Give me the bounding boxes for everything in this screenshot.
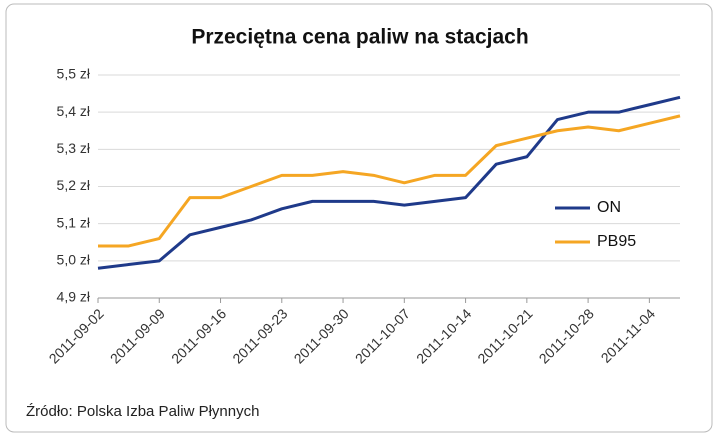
y-tick-label: 5,5 zł — [57, 66, 91, 82]
y-tick-label: 5,3 zł — [57, 140, 91, 156]
source-note: Źródło: Polska Izba Paliw Płynnych — [26, 403, 259, 420]
y-tick-label: 5,2 zł — [57, 177, 91, 193]
legend-label: ON — [597, 199, 621, 216]
chart-title: Przeciętna cena paliw na stacjach — [191, 26, 528, 49]
series-line — [98, 114, 681, 248]
y-tick-label: 5,0 zł — [57, 252, 91, 268]
y-tick-label: 5,1 zł — [57, 214, 91, 230]
chart-frame — [5, 3, 713, 433]
y-tick-label: 5,4 zł — [57, 103, 91, 119]
legend-label: PB95 — [597, 233, 636, 250]
series-line — [97, 95, 681, 270]
y-tick-label: 4,9 zł — [57, 289, 91, 305]
